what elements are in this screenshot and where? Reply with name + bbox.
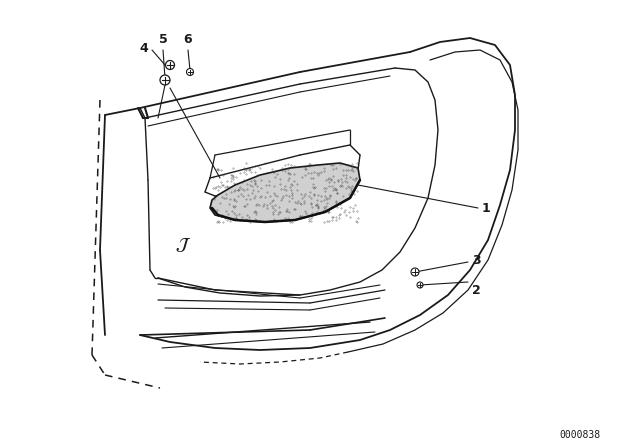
Polygon shape bbox=[210, 163, 360, 222]
Text: $\mathcal{J}$: $\mathcal{J}$ bbox=[175, 236, 191, 254]
Circle shape bbox=[411, 268, 419, 276]
Text: 2: 2 bbox=[472, 284, 481, 297]
Text: 6: 6 bbox=[184, 33, 192, 46]
Text: 5: 5 bbox=[159, 33, 168, 46]
Text: 4: 4 bbox=[140, 42, 148, 55]
Text: 0000838: 0000838 bbox=[559, 430, 600, 440]
Text: 3: 3 bbox=[472, 254, 481, 267]
Circle shape bbox=[166, 60, 175, 69]
Text: 1: 1 bbox=[482, 202, 491, 215]
Circle shape bbox=[417, 282, 423, 288]
Circle shape bbox=[160, 75, 170, 85]
Circle shape bbox=[186, 69, 193, 76]
